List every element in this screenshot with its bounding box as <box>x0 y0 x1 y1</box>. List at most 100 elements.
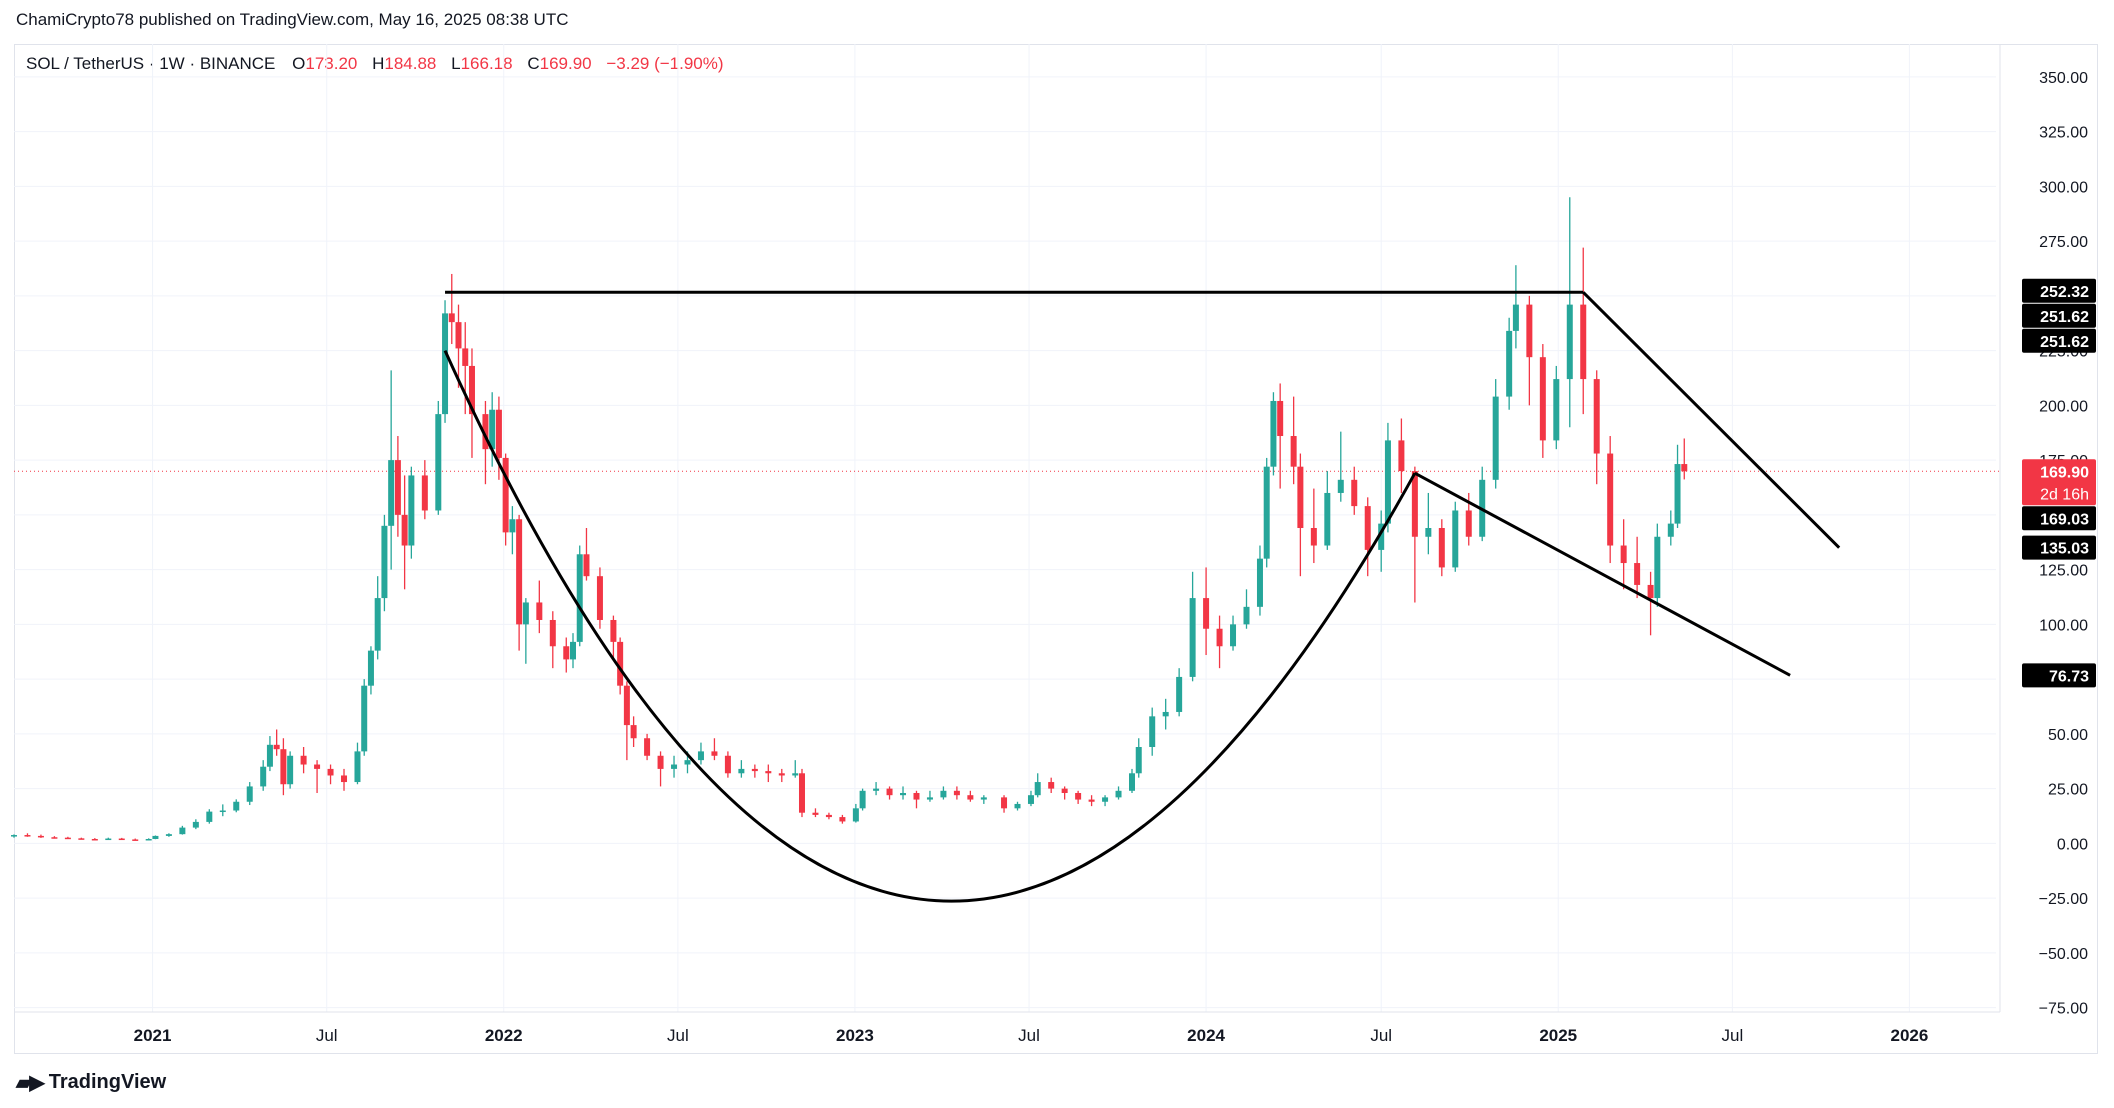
candle-body <box>1506 330 1513 397</box>
candle-body <box>913 792 920 800</box>
y-tick-label: 325.00 <box>2039 125 2088 142</box>
candle-body <box>468 365 475 415</box>
candle-body <box>1411 471 1418 537</box>
candle-body <box>435 414 442 511</box>
x-tick-label: Jul <box>1370 1026 1392 1045</box>
candle-body <box>118 838 125 841</box>
x-tick-label: 2023 <box>836 1026 874 1045</box>
price-tag <box>2022 303 2096 328</box>
candle-body <box>516 519 523 625</box>
candle-body <box>900 792 907 796</box>
candle-body <box>206 811 213 822</box>
candle-body <box>266 744 273 767</box>
candle-body <box>1634 563 1641 585</box>
y-tick-label: 125.00 <box>2039 563 2088 580</box>
candle-body <box>145 838 152 841</box>
candle-body <box>1667 523 1674 537</box>
candle-body <box>91 838 98 841</box>
candle-body <box>657 755 664 769</box>
candle-body <box>1230 624 1237 647</box>
candle-body <box>1027 795 1034 804</box>
candle-body <box>684 760 691 765</box>
candle-body <box>179 827 186 835</box>
candle-body <box>1129 773 1136 791</box>
candle-body <box>1176 676 1183 712</box>
candle-body <box>1438 528 1445 568</box>
candle-body <box>623 685 630 726</box>
candle-body <box>1048 782 1055 789</box>
candle-body <box>495 409 502 458</box>
candle-body <box>1061 788 1068 793</box>
candle-body <box>852 808 859 822</box>
candle-body <box>1263 466 1270 559</box>
candle-body <box>105 838 112 841</box>
candle-body <box>1364 506 1371 550</box>
price-tag-label: 169.03 <box>2040 511 2089 528</box>
candle-body <box>442 313 449 415</box>
candle-body <box>287 755 294 785</box>
candle-body <box>1001 797 1008 809</box>
low-label: L <box>451 54 461 73</box>
close-label: C <box>527 54 540 73</box>
candle-body <box>798 773 805 813</box>
price-tag <box>2022 459 2096 506</box>
candle-body <box>1539 357 1546 441</box>
candle-body <box>576 554 583 642</box>
candle-body <box>873 788 880 791</box>
candle-body <box>886 788 893 796</box>
x-tick-label: Jul <box>1018 1026 1040 1045</box>
y-tick-label: −50.00 <box>2039 946 2088 963</box>
candle-body <box>596 576 603 620</box>
candle-body <box>751 768 758 772</box>
tradingview-logo[interactable]: ▰▶ TradingView <box>16 1070 166 1095</box>
cup-curve <box>443 349 1417 903</box>
open-label: O <box>292 54 306 73</box>
candle-body <box>394 460 401 515</box>
candle-body <box>644 738 651 756</box>
candle-body <box>630 725 637 739</box>
candle-body <box>1324 492 1331 546</box>
candle-body <box>1034 782 1041 796</box>
x-tick-label: Jul <box>316 1026 338 1045</box>
x-tick-label: 2026 <box>1890 1026 1928 1045</box>
candle-body <box>502 457 509 533</box>
candle-body <box>1075 792 1082 800</box>
x-tick-label: 2025 <box>1539 1026 1577 1045</box>
high-value: 184.88 <box>384 54 437 73</box>
candle-body <box>1607 453 1614 546</box>
chart-frame <box>14 44 2098 1054</box>
y-tick-label: 50.00 <box>2048 727 2088 744</box>
candle-body <box>1270 400 1277 467</box>
low-value: 166.18 <box>460 54 513 73</box>
candle-body <box>1149 716 1156 748</box>
candle-body <box>671 764 678 769</box>
candle-body <box>1378 523 1385 550</box>
price-tag <box>2022 278 2096 303</box>
candle-body <box>1465 510 1472 537</box>
x-tick-label: 2024 <box>1187 1026 1225 1045</box>
candle-body <box>1566 304 1573 380</box>
candle-body <box>462 348 469 366</box>
candle-body <box>1492 396 1499 480</box>
candle-body <box>610 619 617 642</box>
candle-body <box>1654 536 1661 599</box>
candle-body <box>367 650 374 686</box>
candle-body <box>563 646 570 660</box>
price-tag <box>2022 506 2096 531</box>
candle-body <box>711 751 718 756</box>
price-tag-label: 252.32 <box>2040 284 2089 301</box>
candle-body <box>1189 598 1196 677</box>
candle-body <box>388 460 395 526</box>
symbol-label[interactable]: SOL / TetherUS · 1W · BINANCE <box>26 54 276 73</box>
candle-body <box>314 764 321 769</box>
candle-body <box>1216 628 1223 647</box>
candle-body <box>967 795 974 800</box>
candle-body <box>1384 440 1391 524</box>
price-tag-label: 76.73 <box>2049 668 2089 685</box>
candle-body <box>926 797 933 800</box>
candle-body <box>381 525 388 599</box>
x-tick-label: 2021 <box>134 1026 172 1045</box>
candle-body <box>792 773 799 776</box>
candle-body <box>152 835 159 839</box>
